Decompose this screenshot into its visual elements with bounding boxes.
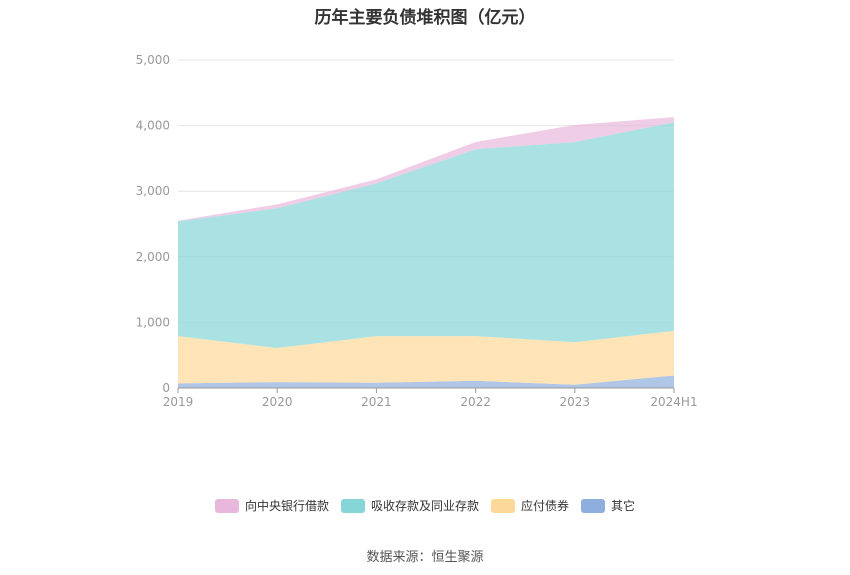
legend-label: 应付债券 bbox=[521, 499, 570, 513]
y-tick-label: 2,000 bbox=[136, 250, 170, 264]
x-tick-label: 2022 bbox=[460, 395, 491, 409]
area-series bbox=[178, 117, 674, 388]
axes bbox=[177, 387, 675, 393]
data-source: 数据来源：恒生聚源 bbox=[366, 550, 484, 565]
x-tick-label: 2020 bbox=[262, 395, 293, 409]
y-tick-label: 5,000 bbox=[136, 53, 170, 67]
y-tick-label: 1,000 bbox=[136, 315, 170, 329]
legend-item[interactable]: 应付债券 bbox=[491, 497, 569, 514]
legend-item[interactable]: 向中央银行借款 bbox=[214, 497, 329, 514]
y-tick-label: 0 bbox=[162, 381, 170, 395]
y-tick-label: 4,000 bbox=[136, 119, 170, 133]
legend: 向中央银行借款 吸收存款及同业存款 应付债券 其它 bbox=[0, 497, 850, 514]
x-tick-label: 2023 bbox=[560, 395, 591, 409]
x-tick-label: 2024H1 bbox=[650, 395, 697, 409]
legend-item[interactable]: 吸收存款及同业存款 bbox=[340, 497, 479, 514]
legend-swatch bbox=[340, 498, 365, 513]
area-吸收存款及同业存款 bbox=[178, 122, 674, 348]
y-tick-label: 3,000 bbox=[136, 184, 170, 198]
legend-swatch bbox=[214, 498, 239, 513]
legend-item[interactable]: 其它 bbox=[581, 497, 635, 514]
legend-swatch bbox=[581, 498, 606, 513]
y-tick-labels: 0 1,000 2,000 3,000 4,000 5,000 bbox=[136, 53, 170, 395]
area-应付债券 bbox=[178, 330, 674, 385]
x-tick-label: 2019 bbox=[163, 395, 194, 409]
legend-label: 吸收存款及同业存款 bbox=[370, 499, 479, 513]
x-tick-labels: 2019 2020 2021 2022 2023 2024H1 bbox=[163, 395, 698, 409]
legend-label: 其它 bbox=[611, 499, 636, 513]
legend-label: 向中央银行借款 bbox=[244, 499, 329, 513]
chart-title: 历年主要负债堆积图（亿元） bbox=[314, 8, 536, 28]
legend-swatch bbox=[491, 498, 515, 513]
area-向中央银行借款 bbox=[178, 117, 674, 222]
x-tick-label: 2021 bbox=[361, 395, 392, 409]
